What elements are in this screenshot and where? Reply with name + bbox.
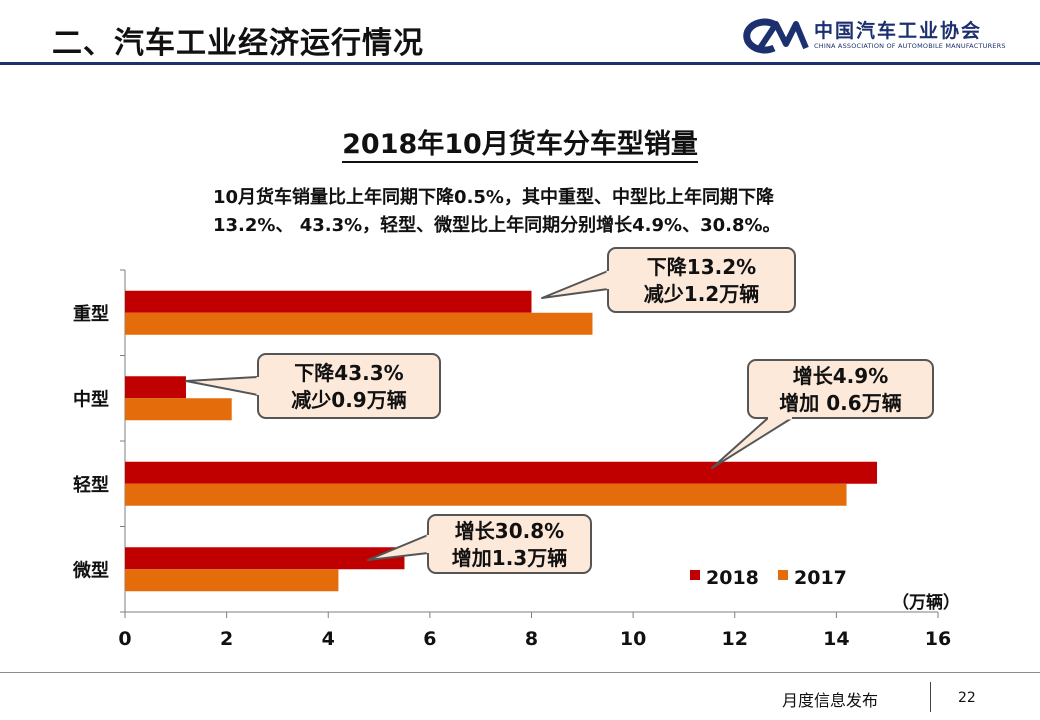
chart-title: 2018年10月货车分车型销量 xyxy=(0,122,1040,163)
x-tick-label: 0 xyxy=(118,628,131,650)
header-divider xyxy=(0,62,1040,65)
x-tick-label: 6 xyxy=(423,628,436,650)
summary-text: 10月货车销量比上年同期下降0.5%，其中重型、中型比上年同期下降 13.2%、… xyxy=(213,184,1013,240)
callout-line-1: 下降43.3% xyxy=(294,361,403,385)
caam-logo: 中国汽车工业协会 CHINA ASSOCIATION OF AUTOMOBILE… xyxy=(730,14,1030,58)
legend-label-2018: 2018 xyxy=(706,567,759,589)
footer-separator xyxy=(930,682,931,712)
bar-2018 xyxy=(125,290,532,313)
x-tick-label: 14 xyxy=(823,628,849,650)
x-tick-label: 12 xyxy=(722,628,748,650)
page-number: 22 xyxy=(958,690,976,706)
x-tick-label: 8 xyxy=(525,628,538,650)
legend-label-2017: 2017 xyxy=(794,567,847,589)
callout-line-1: 增长30.8% xyxy=(455,519,564,543)
org-name: 中国汽车工业协会 xyxy=(814,20,983,42)
bar-2017 xyxy=(125,569,339,592)
summary-line-1: 10月货车销量比上年同期下降0.5%，其中重型、中型比上年同期下降 xyxy=(213,187,774,208)
x-tick-label: 16 xyxy=(925,628,951,650)
y-tick-label: 中型 xyxy=(73,388,109,410)
bar-2017 xyxy=(125,483,847,506)
footer-divider xyxy=(0,672,1040,673)
x-tick-label: 2 xyxy=(220,628,233,650)
bar-2017 xyxy=(125,398,232,421)
callout-pointer xyxy=(185,376,259,396)
bar-2018 xyxy=(125,376,186,399)
bar-2018 xyxy=(125,547,405,570)
callout-line-1: 增长4.9% xyxy=(793,364,888,388)
unit-label: （万辆） xyxy=(892,592,960,613)
bar-2018 xyxy=(125,461,878,484)
x-tick-label: 10 xyxy=(620,628,646,650)
y-tick-label: 轻型 xyxy=(73,474,109,496)
org-name-en: CHINA ASSOCIATION OF AUTOMOBILE MANUFACT… xyxy=(814,42,1006,50)
callout-line-2: 减少0.9万辆 xyxy=(291,388,406,412)
callout-line-2: 增加1.3万辆 xyxy=(452,546,567,570)
callout-line-1: 下降13.2% xyxy=(647,255,756,279)
page-title: 二、汽车工业经济运行情况 xyxy=(52,26,424,61)
caam-logo-icon xyxy=(743,18,809,54)
callout-line-2: 减少1.2万辆 xyxy=(644,282,759,306)
y-tick-label: 重型 xyxy=(73,303,109,325)
footer-label: 月度信息发布 xyxy=(782,691,879,710)
callout-box xyxy=(747,359,934,419)
summary-line-2: 13.2%、 43.3%，轻型、微型比上年同期分别增长4.9%、30.8%。 xyxy=(213,215,781,236)
callout-pointer xyxy=(711,417,793,469)
bar-2017 xyxy=(125,312,593,335)
callout-pointer xyxy=(541,270,609,299)
callout-line-2: 增加 0.6万辆 xyxy=(779,391,901,415)
x-tick-label: 4 xyxy=(322,628,335,650)
legend-swatch-2018 xyxy=(690,570,700,580)
y-tick-label: 微型 xyxy=(72,559,109,581)
legend-swatch-2017 xyxy=(778,570,788,580)
